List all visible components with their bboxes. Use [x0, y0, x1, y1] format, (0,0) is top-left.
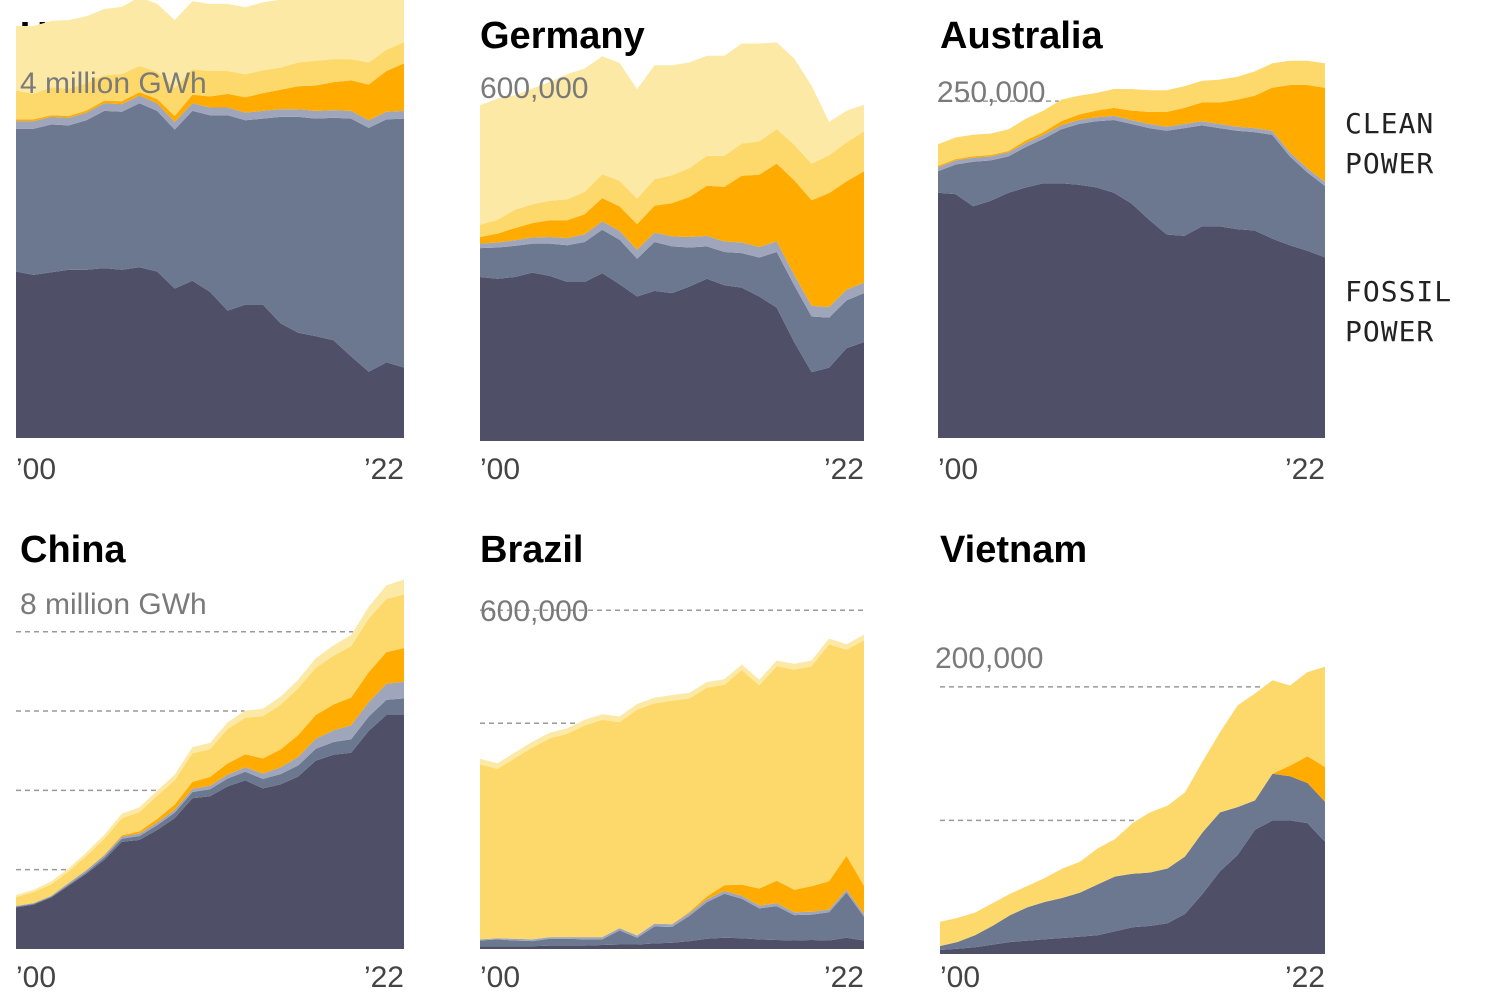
- wind-solar-layer: [938, 85, 1325, 182]
- coal-layer: [940, 820, 1325, 954]
- nuclear-layer: [480, 42, 864, 225]
- panel-australia: Australia 250,000 ’00 ’22: [937, 15, 1325, 486]
- area-plot: [16, 579, 404, 949]
- gas-layer: [480, 229, 864, 373]
- panel-title: Vietnam: [940, 529, 1087, 571]
- hydro-layer: [480, 640, 864, 940]
- gas-layer: [938, 120, 1325, 258]
- unit-label: 4 million GWh: [20, 67, 207, 100]
- legend-clean-line1: CLEAN: [1345, 107, 1434, 140]
- coal-layer: [938, 183, 1325, 438]
- x-label-end: ’22: [1285, 961, 1325, 994]
- x-label-start: ’00: [16, 453, 56, 486]
- wind-solar-layer: [480, 163, 864, 307]
- legend-fossil-line1: FOSSIL: [1345, 275, 1452, 308]
- gas-layer: [480, 892, 864, 947]
- other-fossil-layer: [16, 95, 404, 130]
- wind-solar-layer: [480, 855, 864, 940]
- panel-germany: Germany 600,000 ’00 ’22: [480, 15, 864, 486]
- coal-layer: [16, 715, 404, 949]
- x-label-start: ’00: [480, 453, 520, 486]
- panel-title: Brazil: [480, 529, 583, 571]
- x-label-start: ’00: [940, 961, 980, 994]
- other-fossil-layer: [480, 221, 864, 318]
- gas-layer: [940, 773, 1325, 950]
- other-fossil-layer: [938, 115, 1325, 186]
- hydro-layer: [940, 666, 1325, 946]
- unit-label: 600,000: [480, 72, 588, 105]
- legend-clean-line2: POWER: [1345, 147, 1434, 180]
- legend-fossil-line2: POWER: [1345, 315, 1434, 348]
- x-label-end: ’22: [824, 453, 864, 486]
- nuclear-layer: [480, 634, 864, 769]
- hydro-layer: [16, 594, 404, 906]
- wind-solar-layer: [16, 648, 404, 906]
- panel-vietnam: Vietnam 200,000 ’00 ’22: [935, 529, 1325, 994]
- unit-label: 8 million GWh: [20, 588, 207, 621]
- area-plot: [938, 60, 1325, 438]
- area-plot: [480, 609, 864, 949]
- area-plot: [480, 42, 864, 441]
- area-plot: [940, 666, 1325, 954]
- panel-title: Australia: [940, 15, 1103, 57]
- x-label-end: ’22: [364, 453, 404, 486]
- x-label-start: ’00: [480, 961, 520, 994]
- coal-layer: [16, 267, 404, 438]
- nuclear-layer: [16, 0, 404, 94]
- wind-solar-layer: [940, 756, 1325, 946]
- hydro-layer: [480, 129, 864, 237]
- unit-label: 200,000: [935, 642, 1043, 675]
- legend-labels: CLEAN POWER FOSSIL POWER: [1345, 107, 1452, 348]
- coal-layer: [480, 937, 864, 949]
- panel-us: U.S. 4 million GWh ’00 ’22: [16, 0, 404, 486]
- x-label-end: ’22: [364, 961, 404, 994]
- x-label-start: ’00: [16, 961, 56, 994]
- x-label-end: ’22: [1285, 453, 1325, 486]
- wind-solar-layer: [16, 63, 404, 122]
- panel-title: China: [20, 529, 126, 571]
- gas-layer: [16, 103, 404, 372]
- x-label-start: ’00: [938, 453, 978, 486]
- coal-layer: [480, 272, 864, 441]
- x-label-end: ’22: [824, 961, 864, 994]
- panel-brazil: Brazil 600,000 ’00 ’22: [480, 529, 864, 994]
- panel-title: Germany: [480, 15, 645, 57]
- unit-label: 600,000: [480, 595, 588, 628]
- hydro-layer: [16, 42, 404, 120]
- hydro-layer: [938, 60, 1325, 166]
- unit-label: 250,000: [937, 76, 1045, 109]
- area-plot: [16, 0, 404, 438]
- panel-china: China 8 million GWh ’00 ’22: [16, 529, 404, 994]
